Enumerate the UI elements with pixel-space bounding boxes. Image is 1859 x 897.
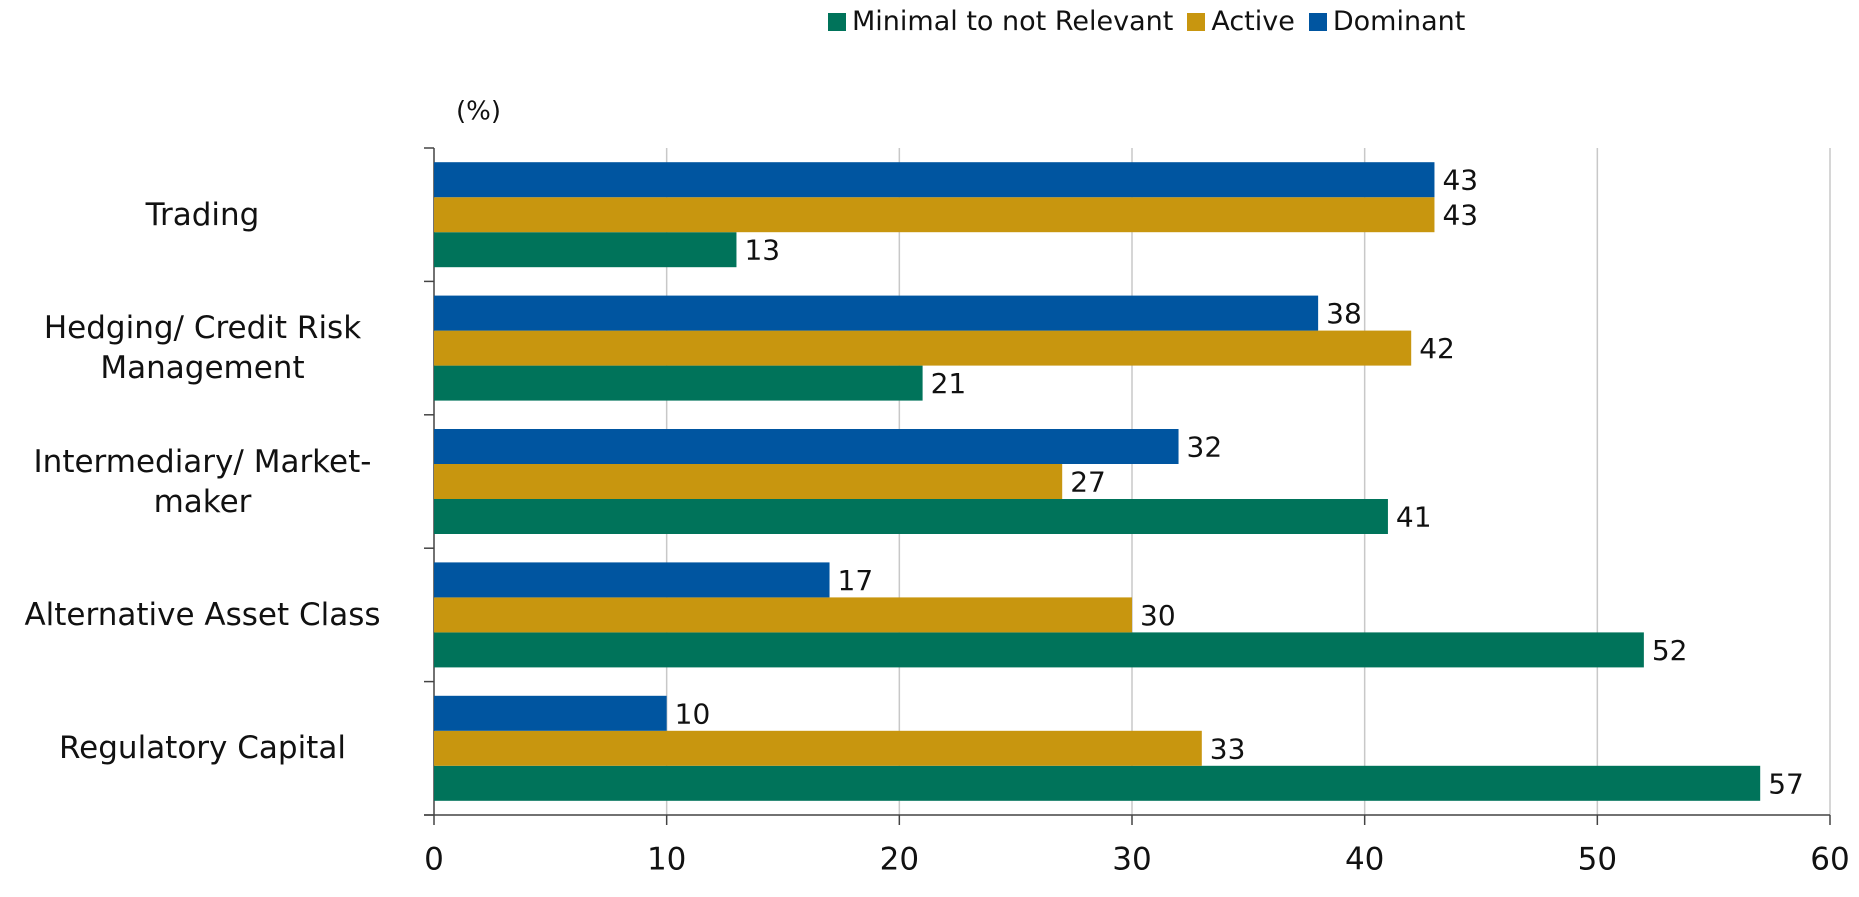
value-label: 52 — [1652, 634, 1688, 667]
value-label: 17 — [838, 564, 874, 597]
x-tick-label: 20 — [880, 842, 919, 878]
legend-swatch — [1308, 12, 1327, 31]
category-label: Trading — [145, 196, 260, 233]
bar — [434, 197, 1435, 233]
value-label: 13 — [744, 234, 780, 267]
unit-label: (%) — [456, 97, 501, 127]
bar — [434, 232, 737, 268]
bar — [434, 464, 1063, 499]
category-label: Alternative Asset Class — [24, 596, 381, 633]
bar — [434, 365, 923, 401]
value-label: 27 — [1070, 466, 1106, 499]
value-label: 43 — [1442, 164, 1478, 197]
value-label: 41 — [1396, 501, 1432, 534]
value-label: 43 — [1442, 199, 1478, 232]
bar — [434, 695, 667, 731]
value-label: 30 — [1140, 599, 1176, 632]
x-tick-label: 50 — [1578, 842, 1617, 878]
bar — [434, 765, 1761, 801]
legend-item: Active — [1187, 6, 1295, 37]
bar — [434, 295, 1319, 331]
x-tick-label: 40 — [1345, 842, 1384, 878]
legend-label: Minimal to not Relevant — [852, 6, 1174, 37]
value-label: 10 — [675, 697, 711, 730]
bar — [434, 162, 1435, 198]
bar — [434, 499, 1388, 534]
legend-swatch — [1187, 12, 1206, 31]
value-label: 38 — [1326, 297, 1362, 330]
x-tick-label: 30 — [1112, 842, 1151, 878]
bar — [434, 429, 1179, 464]
value-label: 33 — [1210, 732, 1246, 765]
x-tick-label: 0 — [424, 842, 444, 878]
legend-item: Dominant — [1308, 6, 1466, 37]
category-label: Intermediary/ Market-maker — [33, 443, 372, 520]
bar — [434, 597, 1132, 633]
value-label: 57 — [1768, 767, 1804, 800]
bar — [434, 562, 830, 598]
value-label: 21 — [931, 367, 967, 400]
value-label: 32 — [1187, 431, 1223, 464]
bar — [434, 730, 1202, 766]
x-tick-label: 10 — [647, 842, 686, 878]
legend-swatch — [828, 12, 846, 31]
legend-label: Active — [1211, 6, 1295, 37]
category-label: Hedging/ Credit Risk Management — [43, 310, 362, 387]
bar — [434, 330, 1412, 366]
legend-item: Minimal to not Relevant — [828, 6, 1173, 37]
bar — [434, 632, 1644, 668]
legend-label: Dominant — [1332, 6, 1466, 37]
category-label: Regulatory Capital — [59, 730, 346, 767]
legend: Minimal to not Relevant Active Dominant — [828, 6, 1465, 37]
value-label: 42 — [1419, 332, 1455, 365]
x-tick-label: 60 — [1810, 842, 1849, 878]
